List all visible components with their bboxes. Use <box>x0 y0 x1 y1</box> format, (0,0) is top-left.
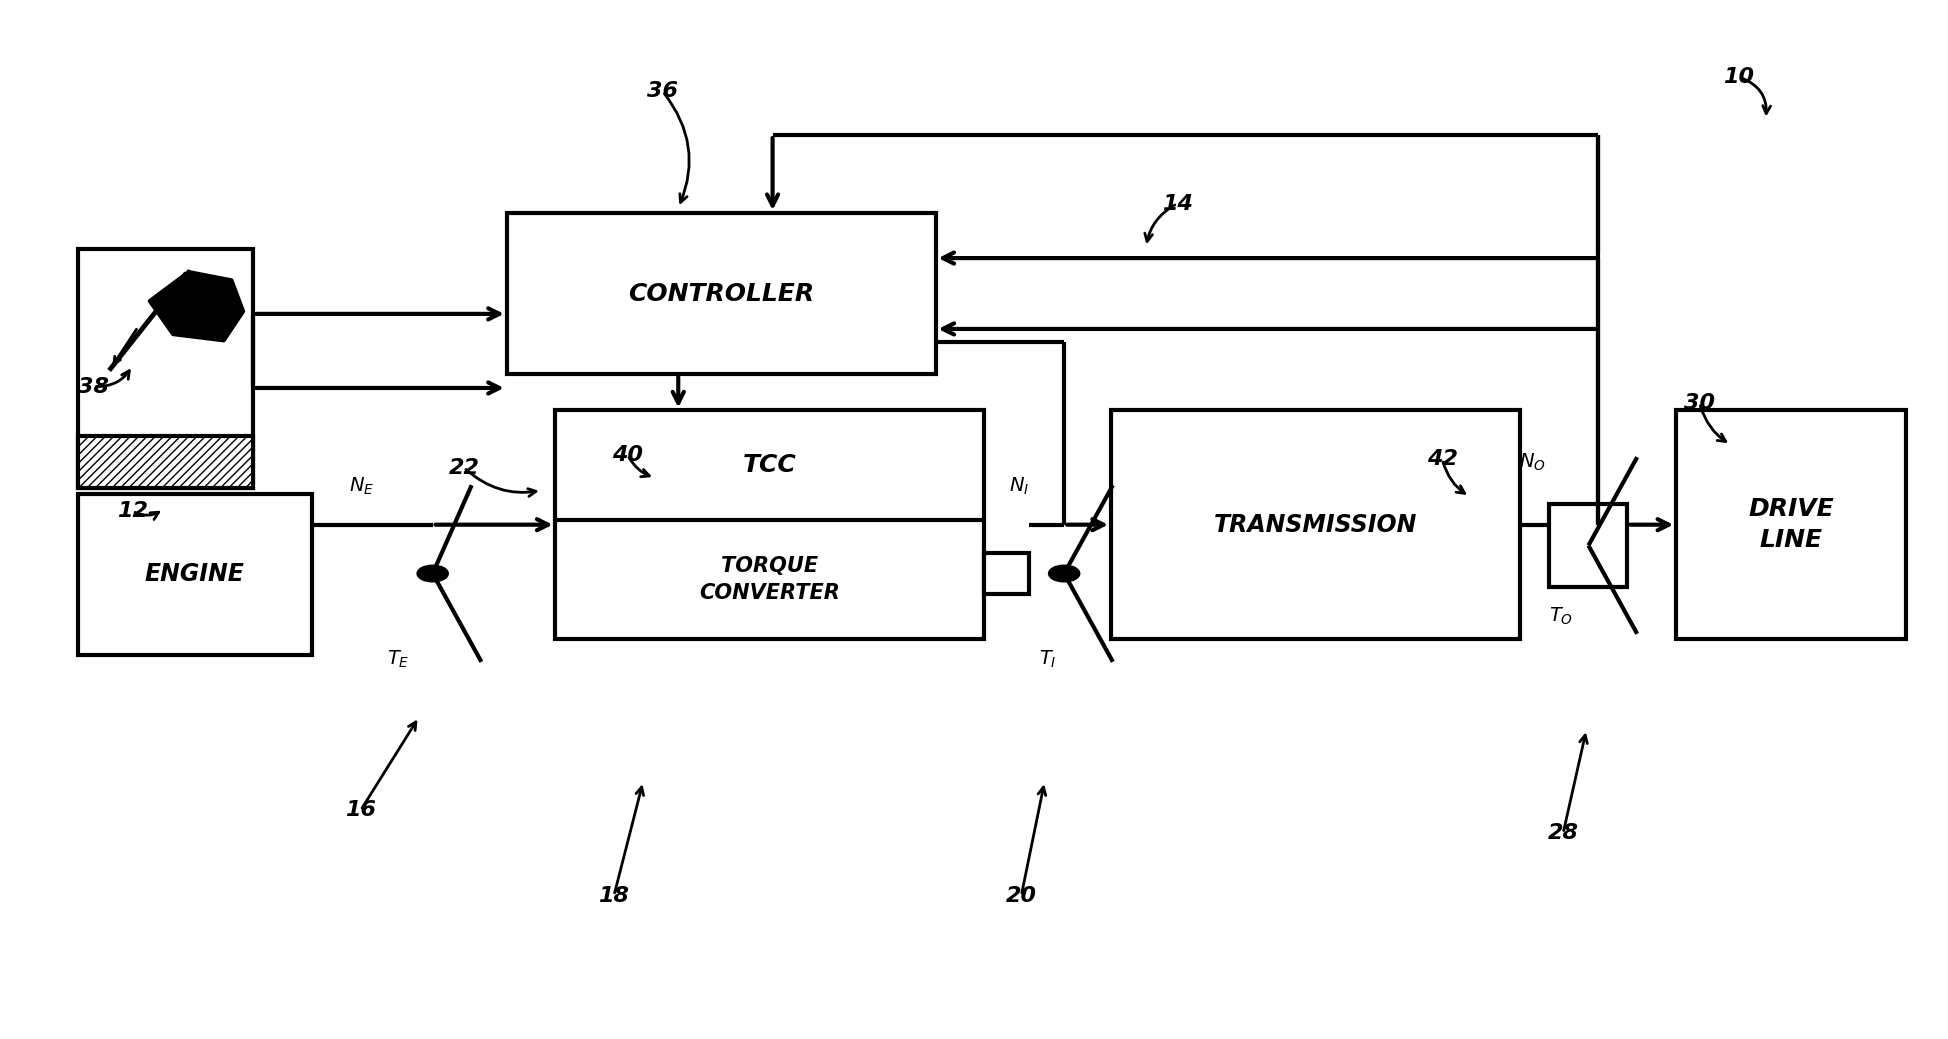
Bar <box>78 435 253 488</box>
Text: TRANSMISSION: TRANSMISSION <box>1214 512 1416 537</box>
Text: 20: 20 <box>1005 885 1036 906</box>
Text: 14: 14 <box>1161 193 1192 214</box>
Text: 30: 30 <box>1683 393 1714 414</box>
Circle shape <box>417 565 448 582</box>
Text: $T_I$: $T_I$ <box>1038 648 1056 670</box>
Text: 22: 22 <box>448 457 479 478</box>
Text: 18: 18 <box>598 885 629 906</box>
Bar <box>506 213 935 374</box>
Text: 38: 38 <box>78 376 109 397</box>
Text: 28: 28 <box>1547 823 1578 844</box>
Text: $T_E$: $T_E$ <box>386 648 409 670</box>
Bar <box>1549 504 1627 587</box>
Text: $N_O$: $N_O$ <box>1517 451 1545 473</box>
Text: $T_O$: $T_O$ <box>1549 606 1572 628</box>
Bar <box>1675 410 1905 639</box>
Text: ENGINE: ENGINE <box>144 562 245 586</box>
Text: DRIVE
LINE: DRIVE LINE <box>1747 497 1833 553</box>
Text: 40: 40 <box>612 445 643 465</box>
Bar <box>78 494 312 655</box>
Bar <box>555 410 984 639</box>
Text: 10: 10 <box>1722 66 1753 87</box>
Text: TORQUE
CONVERTER: TORQUE CONVERTER <box>699 556 840 603</box>
Text: $N_E$: $N_E$ <box>349 475 374 497</box>
Text: 12: 12 <box>117 501 148 522</box>
Text: CONTROLLER: CONTROLLER <box>627 282 814 305</box>
Text: 42: 42 <box>1426 449 1457 470</box>
Text: $N_I$: $N_I$ <box>1009 475 1029 497</box>
Circle shape <box>1048 565 1079 582</box>
Text: 16: 16 <box>345 800 376 821</box>
Text: 36: 36 <box>647 81 678 102</box>
Bar <box>984 553 1029 594</box>
Bar <box>78 249 253 488</box>
Bar <box>1110 410 1519 639</box>
Polygon shape <box>150 272 244 341</box>
Text: TCC: TCC <box>742 453 797 477</box>
